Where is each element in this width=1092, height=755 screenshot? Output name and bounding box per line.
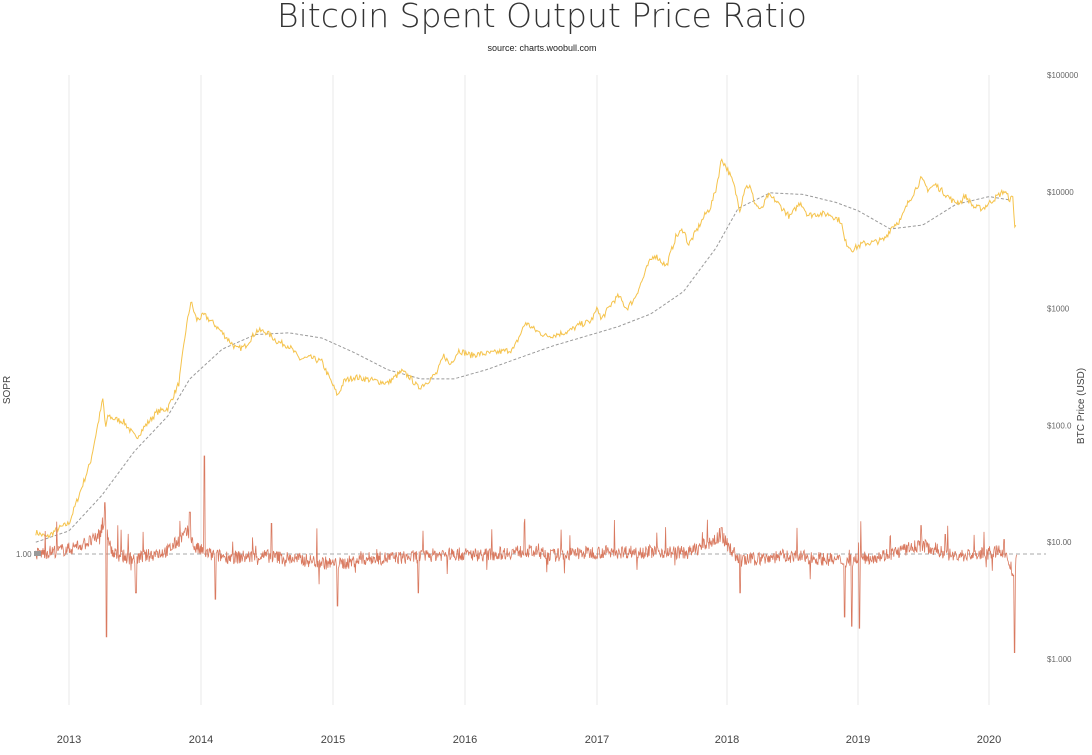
- price-series: [35, 158, 1017, 539]
- sopr-reference-marker: [34, 551, 41, 556]
- ma-line: [35, 192, 1010, 543]
- x-tick-2014: 2014: [189, 734, 213, 746]
- sopr-reference-label: 1.00: [16, 550, 32, 559]
- x-tick-2019: 2019: [846, 734, 870, 746]
- x-axis-ticks: 2013 2014 2015 2016 2017 2018 2019 2020: [57, 734, 1001, 746]
- ma-series: [35, 192, 1010, 543]
- chart-subtitle: source: charts.woobull.com: [487, 43, 596, 53]
- price-line: [35, 158, 1017, 539]
- x-tick-2020: 2020: [977, 734, 1001, 746]
- y-tick-right: $1.000: [1047, 655, 1072, 664]
- sopr-series: [35, 455, 1017, 653]
- sopr-line: [35, 455, 1017, 653]
- y-tick-right: $100000: [1047, 71, 1079, 80]
- right-axis-label: BTC Price (USD): [1076, 368, 1087, 444]
- y-tick-right: $10.00: [1047, 538, 1072, 547]
- x-tick-2013: 2013: [57, 734, 81, 746]
- chart-title: Bitcoin Spent Output Price Ratio: [277, 0, 807, 35]
- x-tick-2018: 2018: [715, 734, 739, 746]
- y-tick-right: $10000: [1047, 188, 1074, 197]
- y-tick-right: $1000: [1047, 305, 1070, 314]
- x-tick-2016: 2016: [453, 734, 477, 746]
- x-tick-2015: 2015: [321, 734, 345, 746]
- y-tick-right: $100.0: [1047, 421, 1072, 430]
- vertical-grid: [68, 75, 990, 705]
- left-axis-label: SOPR: [2, 376, 13, 404]
- right-axis-ticks: $100000 $10000 $1000 $100.0 $10.00 $1.000: [1047, 71, 1079, 664]
- x-tick-2017: 2017: [585, 734, 609, 746]
